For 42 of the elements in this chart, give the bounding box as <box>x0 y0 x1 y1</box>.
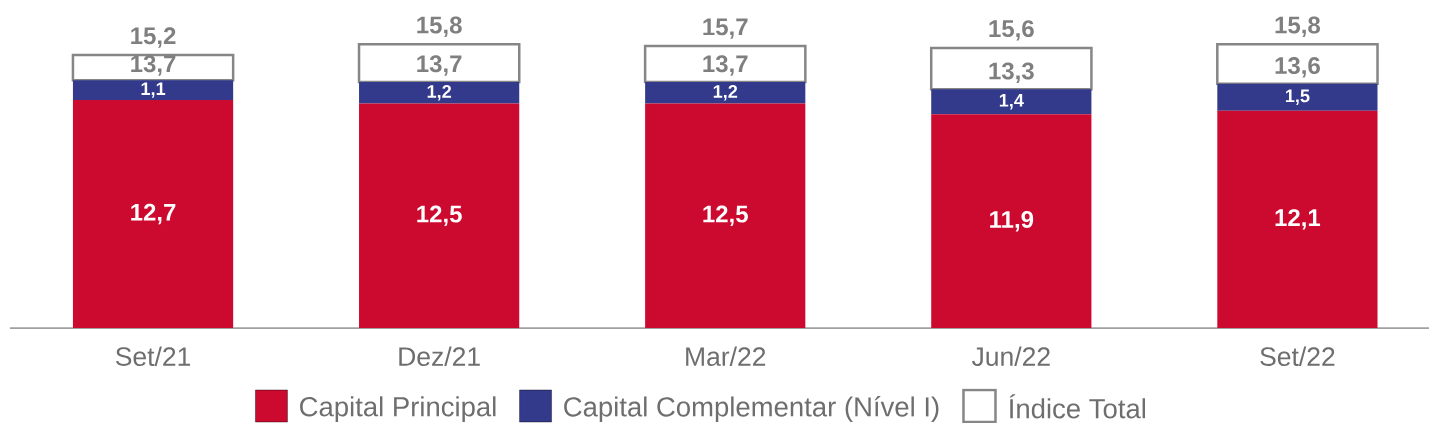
total-label: 15,8 <box>417 16 462 38</box>
bar <box>1217 110 1378 328</box>
legend-label: Capital Principal <box>300 396 496 422</box>
bar <box>72 80 234 100</box>
data-label: 1,4 <box>999 94 1024 110</box>
annotation: 13,7 <box>417 55 462 76</box>
bar <box>645 82 806 104</box>
bar <box>357 43 521 84</box>
bar <box>1217 83 1378 111</box>
x-tick-label: Mar/22 <box>686 346 766 366</box>
annotation: 13,7 <box>703 55 748 76</box>
bar <box>1216 43 1379 86</box>
data-label: 12,1 <box>1275 209 1321 230</box>
bar <box>929 46 1093 91</box>
bar <box>931 114 1092 328</box>
x-tick-label: Dez/21 <box>399 346 480 366</box>
x-tick-label: Jun/22 <box>971 346 1050 366</box>
bar <box>359 103 520 328</box>
data-label: 1,5 <box>1285 89 1310 105</box>
data-label: 11,9 <box>990 210 1034 232</box>
total-label: 15,2 <box>131 27 176 48</box>
bar <box>359 82 520 104</box>
data-label: 1,1 <box>141 82 166 98</box>
annotation: 13,7 <box>131 55 176 76</box>
annotation: 13,3 <box>989 62 1034 83</box>
bar <box>643 44 807 84</box>
data-label: 1,2 <box>713 85 738 101</box>
legend-label: Índice Total <box>1009 394 1146 419</box>
legend-label: Capital Complementar (Nível I) <box>564 396 939 423</box>
data-label: 12,7 <box>131 203 176 225</box>
x-tick-label: Set/22 <box>1260 346 1335 366</box>
bar <box>645 103 806 328</box>
data-label: 1,2 <box>427 85 452 101</box>
total-label: 15,8 <box>1275 16 1321 38</box>
total-label: 15,7 <box>703 18 748 39</box>
bar <box>72 99 234 328</box>
data-label: 12,5 <box>703 205 748 227</box>
annotation: 13,6 <box>1275 57 1320 78</box>
x-tick-label: Set/21 <box>115 346 191 366</box>
total-label: 15,6 <box>989 20 1034 41</box>
bar <box>931 89 1092 115</box>
data-label: 12,5 <box>417 205 462 227</box>
